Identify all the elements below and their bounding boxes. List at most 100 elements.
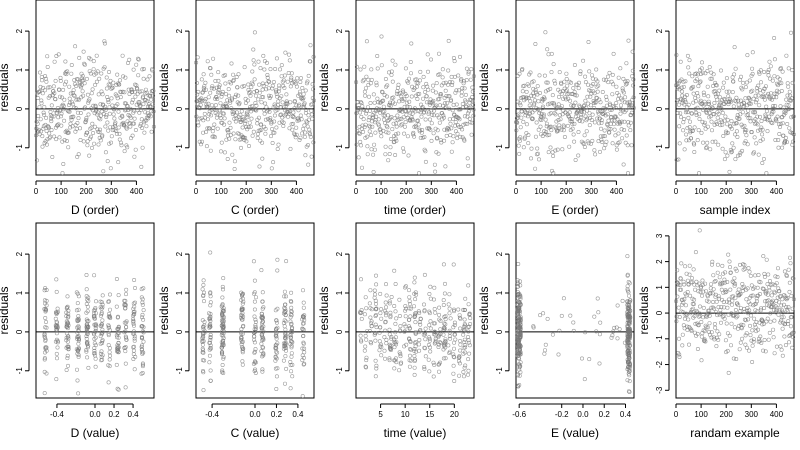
residual-point xyxy=(603,113,608,118)
residual-point xyxy=(239,330,244,335)
residual-point xyxy=(447,306,452,311)
residual-point xyxy=(260,81,265,86)
residual-point xyxy=(627,361,632,366)
x-tick-label: 0.4 xyxy=(292,410,304,419)
residual-point xyxy=(775,295,780,300)
residual-point xyxy=(260,345,265,350)
residual-point xyxy=(74,308,79,313)
residual-point xyxy=(697,117,702,122)
residual-point xyxy=(786,66,791,71)
residual-point xyxy=(545,47,550,52)
residual-point xyxy=(743,139,748,144)
residual-point xyxy=(150,102,155,107)
residual-point xyxy=(738,74,743,79)
residual-point xyxy=(119,140,124,145)
residual-point xyxy=(259,349,264,354)
residual-point xyxy=(447,311,452,316)
residual-point xyxy=(288,333,293,338)
residual-point xyxy=(361,117,366,122)
residual-point xyxy=(388,310,393,315)
residual-point xyxy=(143,87,148,92)
residual-point xyxy=(723,270,728,275)
residual-point xyxy=(395,118,400,123)
residual-point xyxy=(108,125,113,130)
residual-point xyxy=(219,345,224,350)
residual-point xyxy=(195,120,200,125)
residual-point xyxy=(373,273,378,278)
residual-point xyxy=(715,313,720,318)
residual-point xyxy=(104,113,109,118)
residual-point xyxy=(436,342,441,347)
residual-point xyxy=(756,83,761,88)
residual-point xyxy=(91,67,96,72)
y-axis-label: residuals xyxy=(0,286,11,334)
residual-point xyxy=(393,132,398,137)
residual-point xyxy=(386,70,391,75)
residual-point xyxy=(682,117,687,122)
residual-point xyxy=(576,130,581,135)
residual-point xyxy=(761,348,766,353)
residual-point xyxy=(206,101,211,106)
residual-point xyxy=(690,280,695,285)
residual-point xyxy=(201,282,206,287)
residual-point xyxy=(292,131,297,136)
residual-point xyxy=(451,346,456,351)
residual-point xyxy=(253,101,258,106)
residual-point xyxy=(402,329,407,334)
residual-point xyxy=(412,348,417,353)
residual-point xyxy=(202,319,207,324)
residual-point xyxy=(692,125,697,130)
residual-point xyxy=(311,98,316,103)
residual-point xyxy=(411,304,416,309)
residual-point xyxy=(407,346,412,351)
y-tick-label: 2 xyxy=(495,28,504,33)
residual-point xyxy=(269,121,274,126)
residual-point xyxy=(126,60,131,65)
residual-point xyxy=(434,81,439,86)
residual-point xyxy=(725,122,730,127)
x-tick-label: 200 xyxy=(80,187,94,196)
residual-point xyxy=(449,74,454,79)
residual-point xyxy=(385,113,390,118)
residual-point xyxy=(441,343,446,348)
residual-point xyxy=(210,129,215,134)
residual-point xyxy=(772,289,777,294)
residual-point xyxy=(700,70,705,75)
residual-point xyxy=(773,138,778,143)
residual-point xyxy=(299,117,304,122)
residual-point xyxy=(452,59,457,64)
residual-point xyxy=(724,289,729,294)
residual-point xyxy=(68,121,73,126)
residual-point xyxy=(725,348,730,353)
residual-point xyxy=(69,71,74,76)
residual-point xyxy=(568,80,573,85)
residual-point xyxy=(368,133,373,138)
residual-point xyxy=(221,276,226,281)
residual-point xyxy=(248,93,253,98)
residual-point xyxy=(117,131,122,136)
residual-point xyxy=(54,289,59,294)
residual-point xyxy=(237,137,242,142)
residual-point xyxy=(206,105,211,110)
residual-point xyxy=(774,307,779,312)
residual-point xyxy=(763,349,768,354)
residual-point xyxy=(207,353,212,358)
residual-point xyxy=(536,157,541,162)
residual-point xyxy=(696,171,701,176)
residual-point xyxy=(534,120,539,125)
residual-point xyxy=(134,83,139,88)
y-tick-label: -1 xyxy=(15,144,24,152)
residual-point xyxy=(253,347,258,352)
residual-point xyxy=(383,320,388,325)
residual-point xyxy=(363,344,368,349)
residual-point xyxy=(623,140,628,145)
residual-point xyxy=(762,97,767,102)
residual-point xyxy=(533,166,538,171)
residual-point xyxy=(389,334,394,339)
residual-point xyxy=(761,254,766,259)
residual-point xyxy=(297,89,302,94)
residual-point xyxy=(764,257,769,262)
residual-point xyxy=(436,115,441,120)
residual-point xyxy=(788,324,793,329)
y-tick-label: -2 xyxy=(655,360,664,368)
